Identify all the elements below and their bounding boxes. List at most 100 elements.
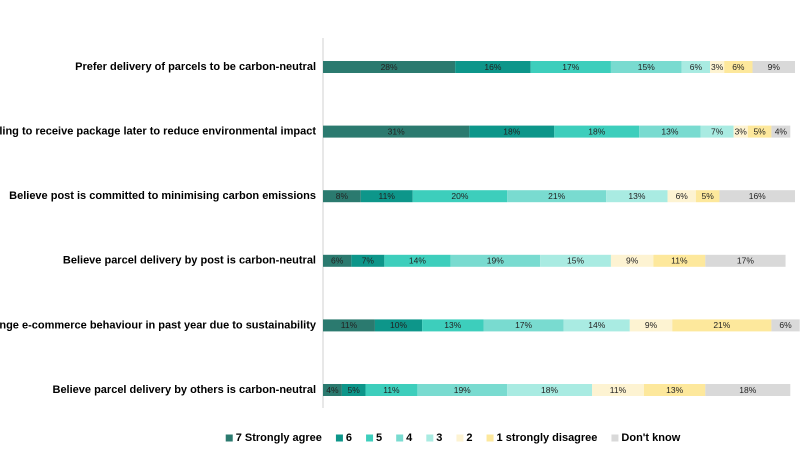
value-label: 19% [454,385,471,395]
bar-segment [351,254,385,267]
legend-label: 3 [436,432,442,444]
bar-segment [639,125,701,138]
value-label: 20% [451,191,468,201]
value-label: 3% [735,126,748,136]
bar-segment [507,190,607,203]
legend-label: 6 [346,432,352,444]
value-label: 28% [381,62,398,72]
bar-segment [705,254,786,267]
legend-label: 7 Strongly agree [236,432,322,444]
value-label: 6% [690,62,703,72]
bar-segment [507,384,593,396]
value-label: 18% [739,385,756,395]
value-label: 6% [779,320,792,330]
bar-segment [563,319,630,332]
bar-segment [695,190,720,203]
bar-segment [374,319,423,332]
bar-segment [747,125,772,138]
value-label: 4% [775,126,788,136]
bar-segment [422,319,484,332]
bar-segment [610,254,654,267]
bar-segment [771,319,800,332]
value-label: 9% [645,320,658,330]
bar-segment [341,384,366,396]
bar-segment [412,190,508,203]
bar-segment [592,384,644,396]
value-label: 21% [548,191,565,201]
value-label: 18% [541,385,558,395]
value-label: 16% [749,191,766,201]
legend-swatch [486,434,494,442]
bar-segment [610,61,682,73]
value-label: 9% [626,256,639,266]
bar-segment [360,190,413,203]
value-label: 31% [388,126,405,136]
value-label: 10% [390,320,407,330]
bar-segment [384,254,451,267]
value-label: 11% [610,385,627,395]
legend-swatch [366,434,374,442]
value-label: 15% [567,256,584,266]
value-label: 9% [768,62,781,72]
bar-segment [700,125,734,138]
bar-segment [323,125,470,138]
value-label: 5% [348,385,361,395]
value-label: 5% [753,126,766,136]
legend-swatch [456,434,464,442]
bar-segment [455,61,531,73]
value-label: 21% [713,320,730,330]
value-label: 11% [383,385,400,395]
legend-swatch [335,434,343,442]
category-label: Believe post is committed to minimising … [9,190,316,202]
bar-segment [530,61,611,73]
bar-segment [323,190,361,203]
bar-segment [365,384,418,396]
value-label: 18% [503,126,520,136]
bar-segment [724,61,753,73]
legend-swatch [426,434,434,442]
bar-segment [469,125,555,138]
value-label: 6% [331,256,344,266]
value-label: 17% [562,62,579,72]
value-label: 16% [484,62,501,72]
bar-segment [771,125,791,138]
category-label: Willing to receive package later to redu… [0,126,316,138]
value-label: 6% [732,62,745,72]
value-label: 5% [702,191,715,201]
bar-segment [606,190,668,203]
value-label: 14% [409,256,426,266]
bar-segment [672,319,772,332]
legend-label: 4 [406,432,413,444]
bar-segment [323,254,352,267]
value-label: 11% [379,191,396,201]
legend-swatch [396,434,404,442]
value-label: 17% [737,256,754,266]
value-label: 15% [638,62,655,72]
value-label: 13% [661,126,678,136]
category-label: Believe parcel delivery by others is car… [53,384,317,396]
value-label: 13% [628,191,645,201]
legend-label: Don't know [621,432,680,444]
value-label: 11% [341,320,358,330]
bar-segment [323,319,375,332]
bar-segment [705,384,791,396]
value-label: 17% [515,320,532,330]
bar-segment [554,125,640,138]
bar-segment [483,319,564,332]
bar-segment [710,61,725,73]
legend-swatch [611,434,619,442]
bar-segment [681,61,711,73]
value-label: 11% [671,256,688,266]
bar-segment [417,384,508,396]
bar-segment [667,190,696,203]
value-label: 6% [676,191,689,201]
bar-segment [752,61,795,73]
bar-segment [323,61,456,73]
bar-segment [643,384,706,396]
value-label: 8% [336,191,349,201]
bar-segment [323,384,342,396]
category-label: Change e-commerce behaviour in past year… [0,319,317,331]
value-label: 19% [487,256,504,266]
legend-swatch [225,434,233,442]
